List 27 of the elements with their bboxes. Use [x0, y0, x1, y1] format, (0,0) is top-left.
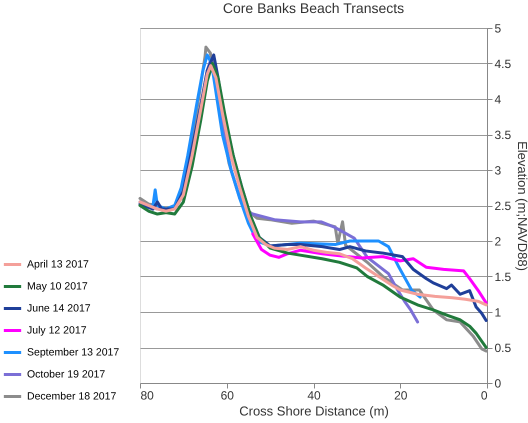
y-axis-title: Elevation (m;NAVD88) [515, 141, 528, 271]
y-tick-label: 3.5 [494, 128, 512, 142]
y-tick-label: 4 [494, 92, 502, 106]
x-tick-label: 20 [394, 388, 408, 402]
y-tick-label: 2 [494, 234, 502, 248]
chart-title: Core Banks Beach Transects [222, 0, 404, 16]
legend-label: May 10 2017 [27, 280, 88, 292]
legend-label: September 13 2017 [27, 346, 120, 358]
line-series [251, 232, 488, 304]
x-tick-label: 0 [480, 388, 488, 402]
legend-label: December 18 2017 [27, 390, 116, 402]
legend-label: June 14 2017 [27, 302, 91, 314]
y-tick-label: 4.5 [494, 57, 512, 71]
legend-label: October 19 2017 [27, 368, 106, 380]
x-tick-label: 40 [307, 388, 321, 402]
x-tick-label: 80 [140, 388, 154, 402]
y-tick-label: 2.5 [494, 199, 512, 213]
y-tick-label: 0 [494, 376, 502, 390]
y-tick-label: 1 [494, 306, 502, 320]
y-tick-label: 1.5 [494, 270, 512, 284]
legend-label: April 13 2017 [27, 258, 90, 270]
legend-label: July 12 2017 [27, 324, 87, 336]
y-tick-label: 0.5 [494, 341, 512, 355]
x-axis-title: Cross Shore Distance (m) [239, 404, 389, 418]
y-tick-label: 3 [494, 164, 502, 178]
x-tick-label: 60 [220, 388, 234, 402]
y-tick-label: 5 [494, 22, 502, 36]
